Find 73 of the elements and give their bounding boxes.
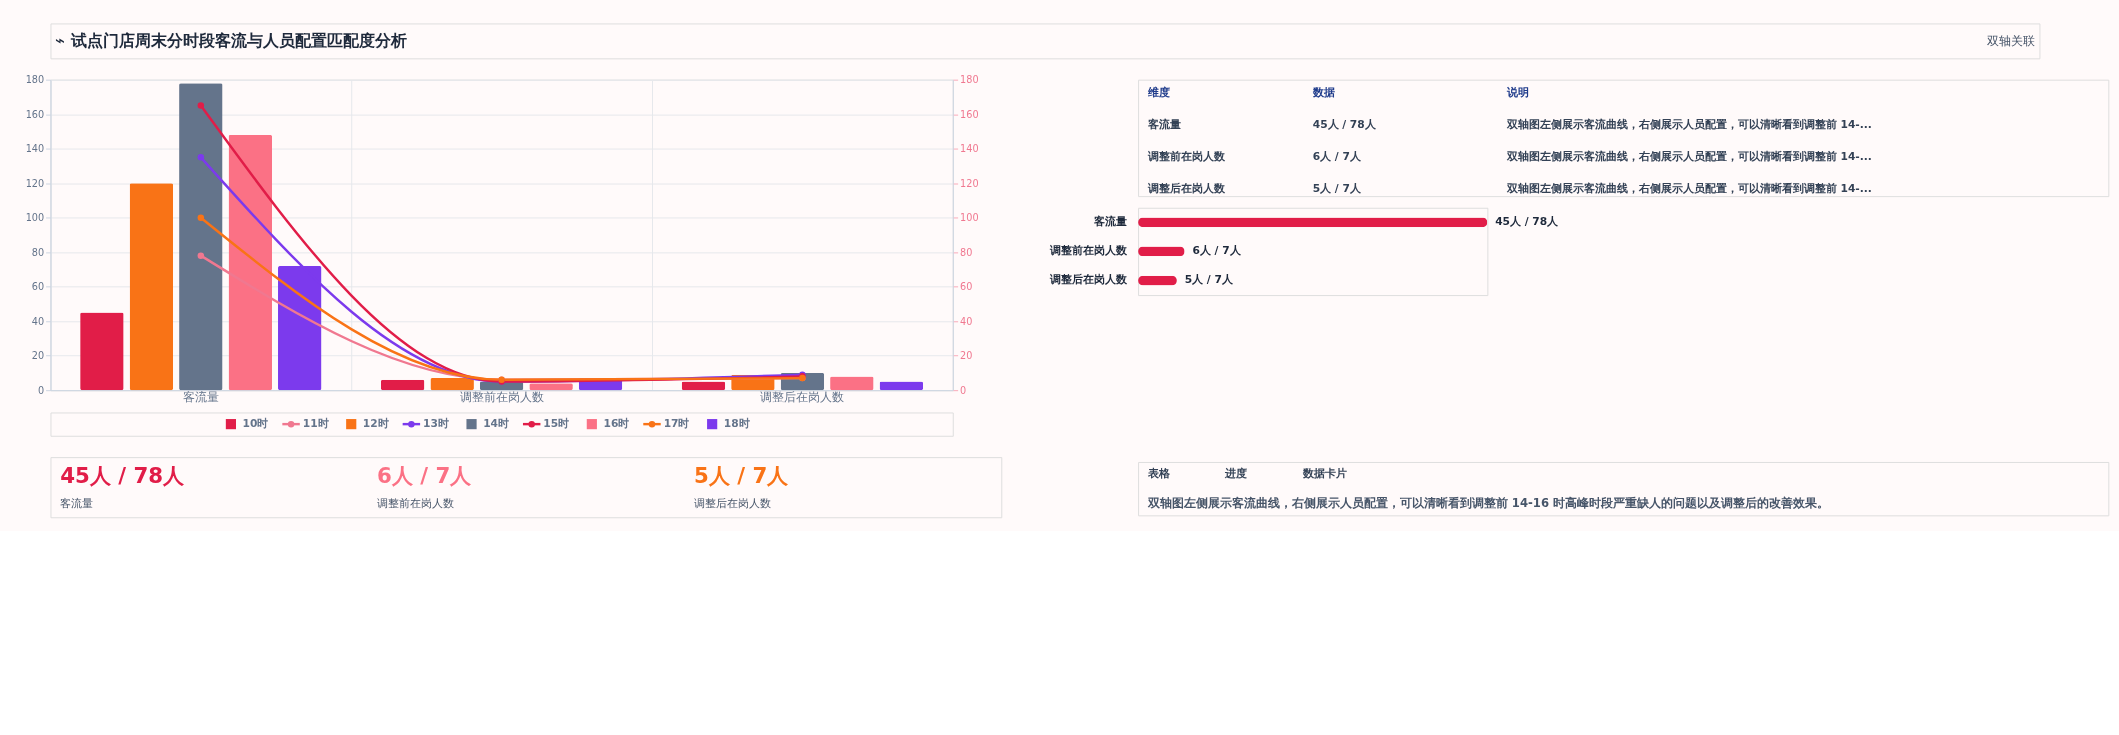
text: 45人 / 78人: [1312, 118, 1377, 132]
legend-label: 16时: [603, 417, 630, 431]
bar: [179, 83, 223, 391]
data-label: 5人 / 7人: [1184, 273, 1234, 287]
bar: [80, 312, 124, 391]
text: 6人 / 7人: [377, 463, 473, 489]
text: 双轴图左侧展示客流曲线，右侧展示人员配置，可以清晰看到调整前 14-16 时高峰时段严重缺人的问题以及调整后的改善效果。: [1146, 495, 1830, 510]
text: 表格: [1146, 466, 1171, 480]
bar: [129, 183, 174, 391]
bar: [380, 379, 425, 391]
y-tick-label: 100: [25, 212, 45, 224]
text: 6人 / 7人: [1312, 150, 1362, 164]
y-tick-label: 客流量: [1092, 215, 1127, 229]
y-tick-label: 调整后在岗人数: [1048, 273, 1128, 287]
point: [197, 252, 205, 259]
bar: [830, 376, 874, 391]
legend-label: 12时: [362, 417, 389, 431]
text: 5人 / 7人: [1312, 182, 1362, 196]
text: 双轴关联: [1986, 33, 2035, 48]
y2-tick-label: 100: [960, 212, 979, 224]
data-label: 45人 / 78人: [1495, 215, 1560, 229]
y-tick-label: 调整前在岗人数: [1048, 244, 1128, 258]
text: 调整前在岗人数: [377, 496, 455, 510]
x-tick-label: 调整后在岗人数: [760, 390, 845, 405]
text: 双轴图左侧展示客流曲线，右侧展示人员配置，可以清晰看到调整前 14-...: [1505, 150, 1872, 164]
y-tick-label: 120: [25, 177, 45, 189]
text: 数据: [1311, 86, 1335, 100]
text: 客流量: [1146, 118, 1181, 132]
legend-label: 11时: [302, 417, 329, 431]
y2-tick-label: 80: [960, 246, 973, 258]
y2-tick-label: 160: [960, 108, 979, 120]
x-tick-label: 调整前在岗人数: [459, 390, 544, 405]
y-tick-label: 80: [31, 246, 45, 258]
y2-tick-label: 120: [960, 177, 979, 189]
y2-tick-label: 0: [960, 384, 967, 396]
legend-label: 14时: [483, 417, 510, 431]
y2-tick-label: 180: [960, 74, 979, 86]
y-tick-label: 0: [37, 384, 45, 396]
y2-tick-label: 140: [960, 143, 979, 155]
text: 进度: [1224, 466, 1248, 480]
legend-label: 18时: [723, 417, 750, 431]
bar: [681, 381, 726, 391]
y-tick-label: 160: [25, 108, 45, 120]
y2-tick-label: 20: [960, 350, 973, 362]
data-label: 6人 / 7人: [1192, 244, 1242, 258]
legend-label: 13时: [423, 417, 449, 431]
text: 双轴图左侧展示客流曲线，右侧展示人员配置，可以清晰看到调整前 14-...: [1505, 182, 1872, 196]
text: 说明: [1505, 86, 1529, 100]
y2-tick-label: 60: [960, 281, 973, 293]
legend-label: 17时: [663, 417, 690, 431]
bar: [879, 381, 924, 391]
text: 调整后在岗人数: [1146, 182, 1226, 196]
text: 调整前在岗人数: [1146, 150, 1226, 164]
point: [197, 214, 205, 221]
point: [197, 154, 205, 161]
text: 数据卡片: [1302, 466, 1348, 480]
text: 45人 / 78人: [60, 463, 186, 489]
legend-label: 10时: [242, 417, 269, 431]
point: [197, 102, 205, 109]
text: 调整后在岗人数: [694, 496, 772, 510]
x-tick-label: 客流量: [182, 390, 219, 405]
text: 客流量: [60, 496, 94, 510]
text: 双轴图左侧展示客流曲线，右侧展示人员配置，可以清晰看到调整前 14-...: [1505, 118, 1872, 132]
y-tick-label: 60: [31, 281, 45, 293]
legend-label: 15时: [543, 417, 570, 431]
y-tick-label: 180: [25, 74, 45, 86]
y2-tick-label: 40: [960, 315, 973, 327]
y-tick-label: 20: [31, 350, 45, 362]
y-tick-label: 140: [25, 143, 45, 155]
y-tick-label: 40: [31, 315, 45, 327]
text: 维度: [1146, 86, 1170, 100]
text: 5人 / 7人: [694, 463, 790, 489]
text: ⌁ 试点门店周末分时段客流与人员配置匹配度分析: [55, 30, 407, 50]
